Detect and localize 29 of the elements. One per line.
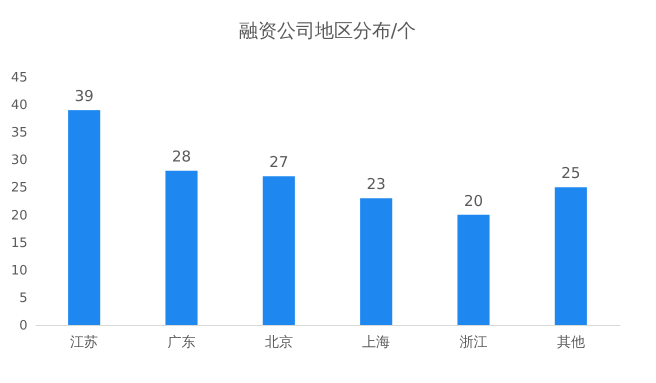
data-label: 39: [74, 87, 94, 106]
data-label: 28: [172, 148, 192, 166]
data-label: 27: [269, 153, 288, 172]
y-tick-label: 45: [10, 70, 28, 86]
y-tick-label: 40: [10, 98, 28, 114]
chart-title: 融资公司地区分布/个: [238, 20, 416, 42]
y-tick-label: 0: [19, 318, 28, 334]
y-tick-label: 20: [10, 208, 28, 224]
y-tick-label: 10: [10, 263, 28, 278]
x-tick-label: 上海: [362, 334, 390, 350]
data-label: 20: [464, 192, 484, 210]
bar: [457, 214, 490, 325]
bar: [262, 176, 295, 325]
x-tick-label: 浙江: [460, 334, 488, 350]
bar: [360, 198, 392, 325]
y-tick-label: 25: [10, 180, 28, 196]
x-tick-label: 江苏: [70, 334, 98, 350]
x-tick-label: 广东: [167, 334, 196, 350]
data-label: 25: [561, 164, 580, 182]
bar: [165, 170, 198, 325]
bar: [68, 110, 100, 325]
y-tick-label: 15: [10, 236, 28, 251]
x-tick-label: 其他: [556, 334, 585, 350]
y-tick-label: 35: [10, 126, 28, 141]
y-tick-label: 5: [19, 290, 28, 306]
x-tick-label: 北京: [264, 334, 293, 350]
data-label: 23: [366, 175, 386, 194]
bar: [554, 187, 587, 325]
y-tick-label: 30: [10, 153, 28, 168]
